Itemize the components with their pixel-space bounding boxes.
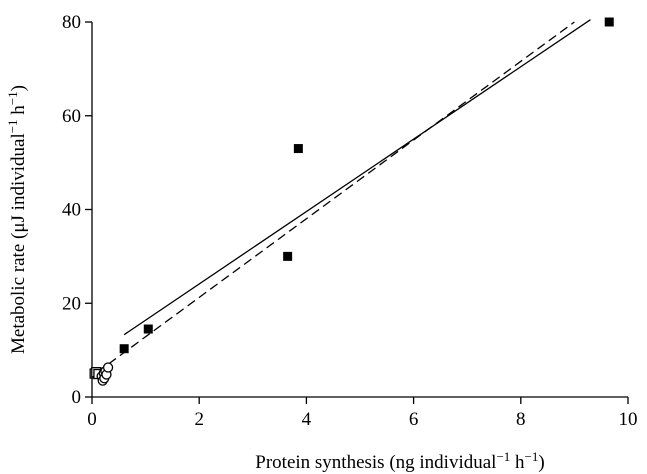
x-axis-label: Protein synthesis (ng individual−1 h−1) [255, 449, 544, 474]
data-point-filled-square [293, 144, 303, 154]
x-tick-label: 6 [409, 409, 419, 430]
y-tick-label: 20 [62, 293, 81, 314]
y-tick-label: 40 [62, 200, 81, 221]
x-tick-label: 4 [302, 409, 312, 430]
y-tick-label: 60 [62, 106, 81, 127]
data-points [89, 17, 614, 386]
x-ticks: 0 2 4 6 8 10 [87, 397, 638, 430]
y-tick-label: 0 [72, 387, 82, 408]
fit-lines [96, 19, 591, 373]
axes [91, 22, 628, 398]
data-point-filled-square [283, 251, 293, 261]
x-tick-label: 10 [619, 409, 638, 430]
x-tick-label: 2 [194, 409, 204, 430]
y-tick-label: 80 [62, 12, 81, 33]
y-ticks: 0 20 40 60 80 [62, 12, 92, 408]
data-point-filled-square [143, 324, 153, 334]
data-point-filled-square [119, 344, 129, 354]
fit-line-dashed [96, 21, 575, 373]
data-point-filled-square [604, 17, 614, 27]
y-axis-label: Metabolic rate (μJ individual−1 h−1) [5, 85, 30, 354]
data-point-open-circle [102, 362, 114, 373]
x-tick-label: 0 [87, 409, 97, 430]
fit-line-solid [123, 19, 591, 336]
x-tick-label: 8 [516, 409, 526, 430]
